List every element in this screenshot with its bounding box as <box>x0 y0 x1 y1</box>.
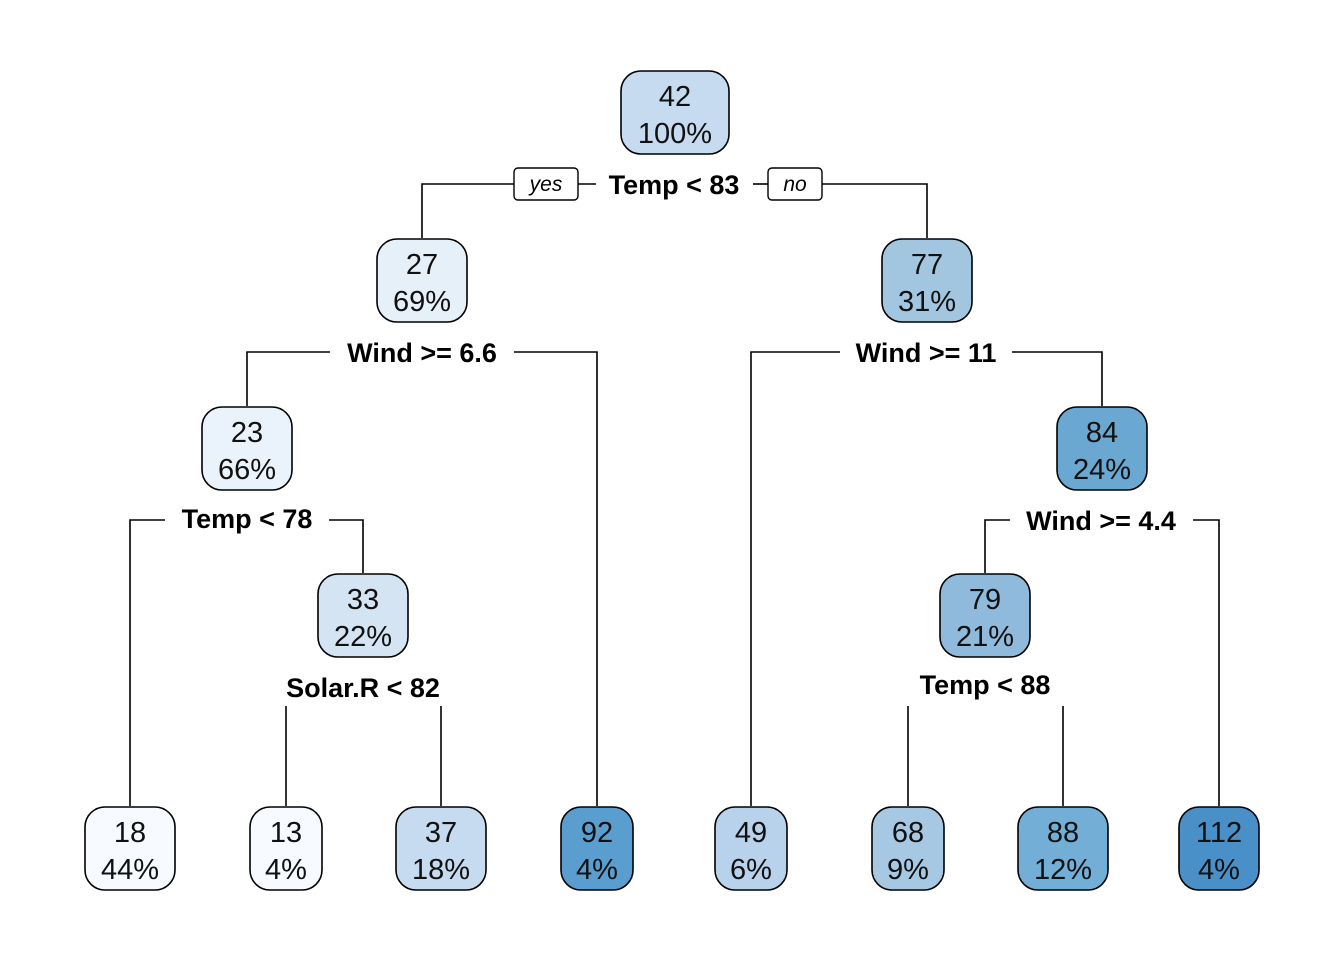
tree-node: 84 24% <box>1056 406 1148 491</box>
edge-n2-right <box>514 351 598 806</box>
split-label-n3: Wind >= 11 <box>856 338 997 368</box>
split-label-n14: Temp < 88 <box>920 670 1051 700</box>
node-percent: 18% <box>412 854 470 886</box>
no-label: no <box>783 173 807 196</box>
leaf-node: 13 4% <box>249 806 323 891</box>
edge-n4-right <box>329 519 364 573</box>
node-percent: 21% <box>956 621 1014 653</box>
no-tag: no <box>767 167 823 201</box>
edge-n7-right <box>1193 519 1220 806</box>
split-label-root: Temp < 83 <box>609 170 740 200</box>
split-label-n2: Wind >= 6.6 <box>347 338 497 368</box>
tree-node: 27 69% <box>376 238 468 323</box>
node-percent: 12% <box>1034 854 1092 886</box>
node-percent: 100% <box>638 118 712 150</box>
tree-edges <box>129 183 1220 806</box>
node-value: 23 <box>231 417 263 449</box>
split-label-n9: Solar.R < 82 <box>286 673 440 703</box>
node-value: 92 <box>581 817 613 849</box>
node-percent: 4% <box>1198 854 1240 886</box>
leaf-node: 112 4% <box>1178 806 1260 891</box>
edge-root-left <box>421 183 514 238</box>
leaf-node: 88 12% <box>1017 806 1109 891</box>
edge-root-right <box>822 183 928 238</box>
split-label-n4: Temp < 78 <box>182 504 313 534</box>
node-value: 18 <box>114 817 146 849</box>
split-label-n7: Wind >= 4.4 <box>1026 506 1176 536</box>
node-value: 77 <box>911 249 943 281</box>
edge-n7-left <box>984 519 1010 573</box>
edge-n4-left <box>129 519 165 806</box>
node-percent: 69% <box>393 286 451 318</box>
node-percent: 4% <box>265 854 307 886</box>
tree-node: 42 100% <box>620 70 730 155</box>
node-value: 79 <box>969 584 1001 616</box>
node-value: 42 <box>659 81 691 113</box>
node-percent: 66% <box>218 454 276 486</box>
node-value: 27 <box>406 249 438 281</box>
node-value: 68 <box>892 817 924 849</box>
yes-tag: yes <box>513 167 579 201</box>
node-percent: 4% <box>576 854 618 886</box>
node-percent: 31% <box>898 286 956 318</box>
leaf-node: 49 6% <box>714 806 788 891</box>
edge-n3-left <box>750 351 840 806</box>
yes-label: yes <box>528 173 563 196</box>
node-value: 49 <box>735 817 767 849</box>
node-value: 88 <box>1047 817 1079 849</box>
tree-node: 79 21% <box>939 573 1031 658</box>
node-percent: 9% <box>887 854 929 886</box>
leaf-node: 37 18% <box>395 806 487 891</box>
node-value: 33 <box>347 584 379 616</box>
edge-n2-left <box>246 351 330 406</box>
node-percent: 44% <box>101 854 159 886</box>
node-percent: 22% <box>334 621 392 653</box>
node-value: 13 <box>270 817 302 849</box>
node-value: 112 <box>1196 817 1242 849</box>
node-value: 84 <box>1086 417 1118 449</box>
node-percent: 24% <box>1073 454 1131 486</box>
leaf-node: 18 44% <box>84 806 176 891</box>
node-value: 37 <box>425 817 457 849</box>
tree-node: 33 22% <box>317 573 409 658</box>
tree-node: 23 66% <box>201 406 293 491</box>
leaf-node: 68 9% <box>871 806 945 891</box>
node-percent: 6% <box>730 854 772 886</box>
tree-node: 77 31% <box>881 238 973 323</box>
leaf-node: 92 4% <box>560 806 634 891</box>
edge-n3-right <box>1012 351 1103 406</box>
